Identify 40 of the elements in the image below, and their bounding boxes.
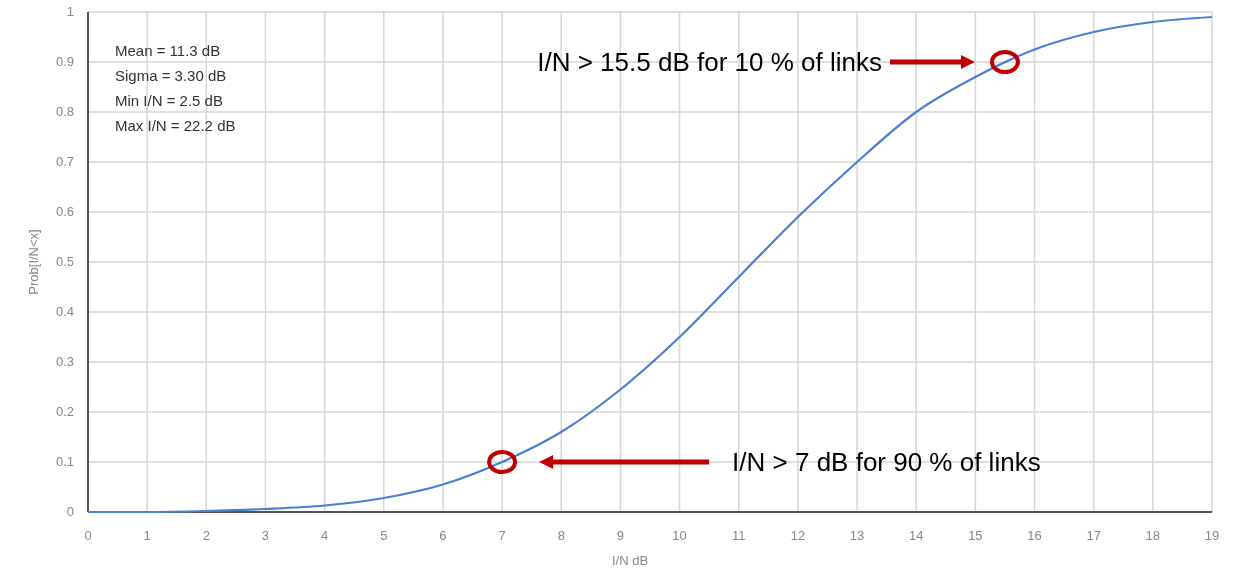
x-tick-label: 11 [731,528,746,543]
x-tick-label: 19 [1204,528,1220,543]
x-tick-label: 1 [143,528,151,543]
x-tick-label: 13 [849,528,865,543]
annotation: Sigma = 3.30 dB [115,67,227,84]
y-tick-label: 0.3 [55,354,74,369]
x-tick-label: 16 [1027,528,1042,543]
annotation: Mean = 11.3 dB [115,42,221,59]
x-tick-label: 15 [968,528,983,543]
x-tick-label: 18 [1145,528,1161,543]
x-tick-label: 3 [261,528,270,543]
x-tick-label: 14 [908,528,924,543]
x-tick-label: 5 [380,528,388,543]
x-tick-label: 17 [1086,528,1101,543]
y-tick-label: 0 [66,504,74,519]
y-tick-label: 0.2 [55,404,74,419]
y-tick-label: 0.8 [55,104,74,119]
annotation: Min I/N = 2.5 dB [115,92,223,109]
y-tick-label: 1 [66,4,74,19]
annotation: I/N > 7 dB for 90 % of links [732,447,1041,477]
x-tick-label: 9 [616,528,625,543]
y-axis-title: Prob[I/N<x] [26,229,41,295]
x-tick-label: 8 [557,528,565,543]
y-tick-label: 0.4 [55,304,74,319]
x-tick-label: 10 [672,528,687,543]
y-tick-label: 0.1 [55,454,74,469]
annotation: I/N > 15.5 dB for 10 % of links [537,47,882,77]
x-tick-label: 7 [498,528,506,543]
x-axis-title: I/N dB [611,553,649,568]
x-tick-label: 4 [321,528,329,543]
y-tick-label: 0.6 [55,204,74,219]
x-tick-label: 2 [202,528,210,543]
x-tick-label: 0 [84,528,92,543]
y-tick-label: 0.7 [55,154,74,169]
y-tick-label: 0.5 [55,254,74,269]
annotation: Max I/N = 22.2 dB [115,117,236,134]
x-tick-label: 12 [790,528,806,543]
x-tick-label: 6 [439,528,447,543]
line-series [86,15,1214,514]
y-tick-label: 0.9 [55,54,74,69]
